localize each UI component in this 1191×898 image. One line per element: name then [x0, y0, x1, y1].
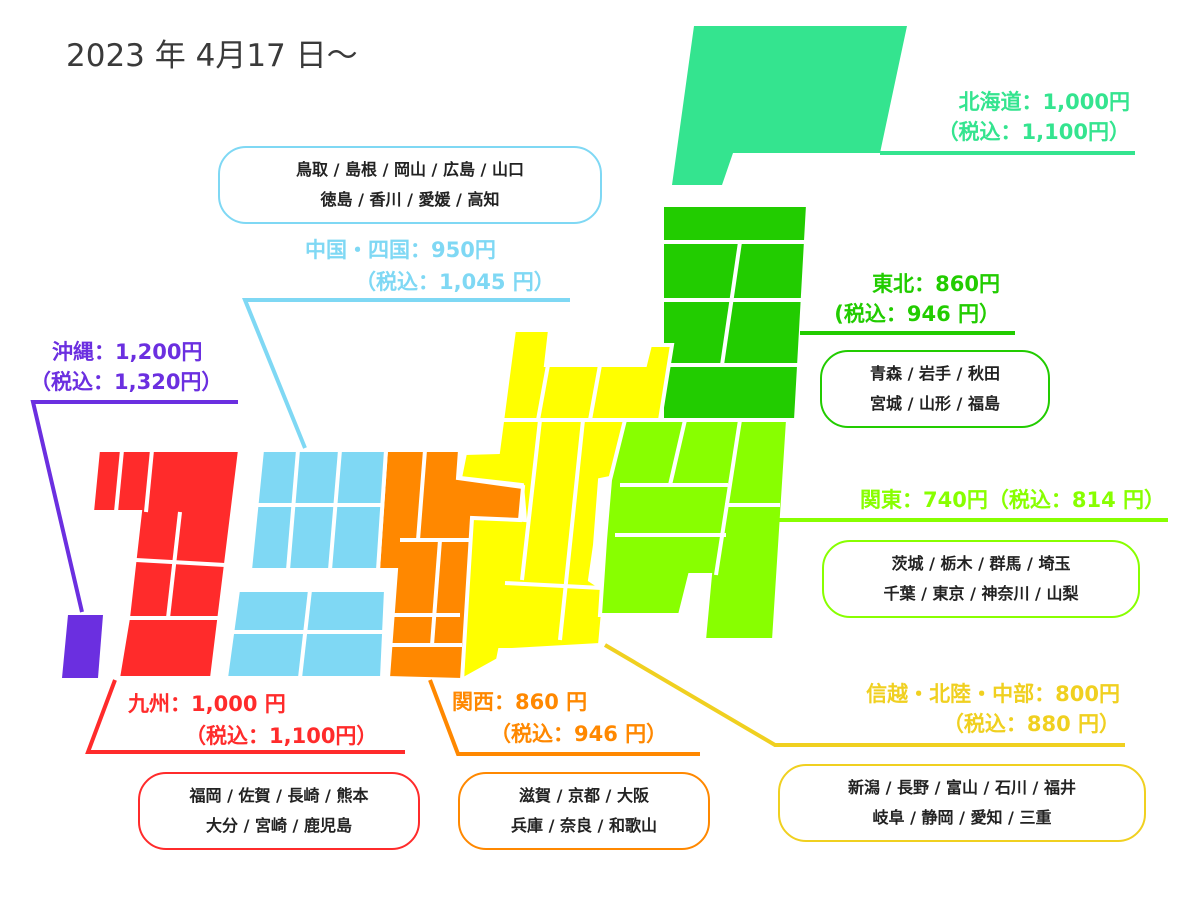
hokkaido-tax-label: （税込：1,100円） [937, 120, 1130, 144]
tohoku-tax-label: (税込：946 円） [834, 302, 1000, 326]
chugoku-leader [242, 298, 570, 449]
tohoku-prefecture-box: 青森 / 岩手 / 秋田 宮城 / 山形 / 福島 [820, 350, 1050, 428]
chubu-prefecture-box: 新潟 / 長野 / 富山 / 石川 / 福井 岐阜 / 静岡 / 愛知 / 三重 [778, 764, 1146, 842]
chugoku-block [247, 448, 389, 572]
kanto-price-label: 関東：740円（税込：814 円） [860, 488, 1165, 512]
kyushu-prefecture-box: 福岡 / 佐賀 / 長崎 / 熊本 大分 / 宮崎 / 鹿児島 [138, 772, 420, 850]
kansai-leader [428, 679, 700, 756]
region-chugoku-map [223, 448, 389, 680]
okinawa-price-label: 沖縄：1,200円 [52, 340, 203, 364]
kanto-prefecture-box: 茨城 / 栃木 / 群馬 / 埼玉 千葉 / 東京 / 神奈川 / 山梨 [822, 540, 1140, 618]
tohoku-prefs-line2: 宮城 / 山形 / 福島 [870, 394, 1000, 413]
kanto-prefs-line2: 千葉 / 東京 / 神奈川 / 山梨 [883, 584, 1079, 603]
chugoku-prefecture-box: 鳥取 / 島根 / 岡山 / 広島 / 山口 徳島 / 香川 / 愛媛 / 高知 [218, 146, 602, 224]
kansai-prefs-line2: 兵庫 / 奈良 / 和歌山 [511, 816, 657, 835]
hokkaido-price-label: 北海道：1,000円 [958, 90, 1130, 114]
chubu-prefs-line2: 岐阜 / 静岡 / 愛知 / 三重 [872, 808, 1052, 827]
kansai-prefecture-box: 滋賀 / 京都 / 大阪 兵庫 / 奈良 / 和歌山 [458, 772, 710, 850]
kansai-tax-label: （税込：946 円） [490, 722, 668, 746]
chubu-prefs-line1: 新潟 / 長野 / 富山 / 石川 / 福井 [848, 778, 1076, 797]
tohoku-block [660, 203, 811, 422]
kansai-block [375, 448, 526, 683]
kyushu-leader [85, 679, 405, 754]
date-title: 2023 年 4月17 日〜 [66, 38, 358, 74]
hokkaido-block [672, 26, 907, 185]
chubu-leader [603, 643, 1125, 747]
region-hokkaido-map [672, 26, 907, 185]
okinawa-block [62, 615, 103, 678]
kansai-prefs-line1: 滋賀 / 京都 / 大阪 [519, 786, 649, 805]
kyushu-price-label: 九州：1,000 円 [128, 692, 286, 716]
kanto-block [597, 418, 791, 642]
chubu-tax-label: （税込：880 円） [942, 712, 1120, 736]
region-kanto-map [597, 418, 791, 642]
kyushu-prefs-line2: 大分 / 宮崎 / 鹿児島 [206, 816, 352, 835]
kyushu-tax-label: （税込：1,100円） [185, 724, 378, 748]
chubu-price-label: 信越・北陸・中部：800円 [866, 682, 1120, 706]
chugoku-prefs-line1: 鳥取 / 島根 / 岡山 / 広島 / 山口 [296, 160, 524, 179]
chugoku-prefs-line2: 徳島 / 香川 / 愛媛 / 高知 [320, 190, 500, 209]
kanto-prefs-line1: 茨城 / 栃木 / 群馬 / 埼玉 [891, 554, 1071, 573]
okinawa-leader [30, 400, 238, 613]
region-okinawa-map [62, 615, 103, 678]
chugoku-tax-label: （税込：1,045 円） [355, 270, 555, 294]
kyushu-prefs-line1: 福岡 / 佐賀 / 長崎 / 熊本 [189, 786, 369, 805]
kansai-price-label: 関西：860 円 [452, 690, 588, 714]
okinawa-tax-label: （税込：1,320円） [30, 370, 223, 394]
region-kyushu-map [89, 448, 243, 680]
kyushu-block [89, 448, 243, 680]
region-tohoku-map [645, 203, 811, 422]
region-kansai-map [375, 448, 526, 683]
tohoku-prefs-line1: 青森 / 岩手 / 秋田 [870, 364, 1000, 383]
chugoku-price-label: 中国・四国：950円 [305, 238, 496, 262]
tohoku-price-label: 東北：860円 [872, 272, 1000, 296]
